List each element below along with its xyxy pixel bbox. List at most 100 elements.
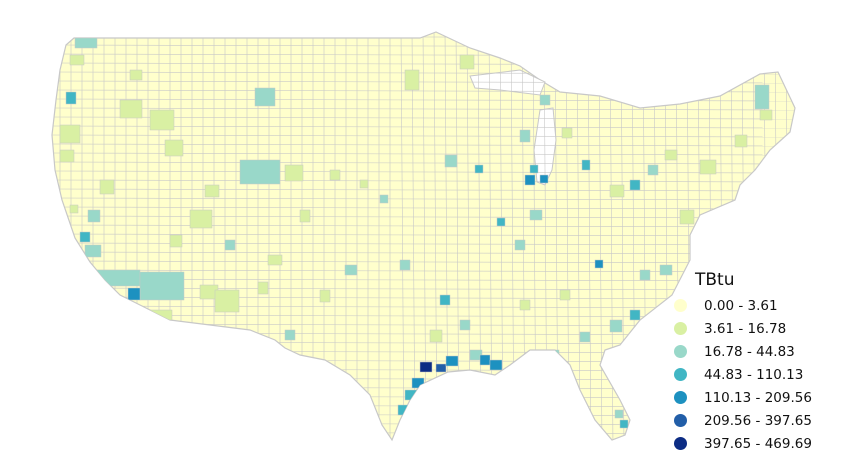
legend-item: 0.00 - 3.61 [674,294,844,317]
county-region [435,363,447,373]
legend-swatch [674,345,687,358]
county-region [404,389,418,401]
county-region [284,164,304,182]
county-region [699,159,717,175]
county-border-line [52,260,795,264]
county-region [59,149,75,163]
legend-item: 16.78 - 44.83 [674,340,844,363]
legend-item: 397.65 - 469.69 [674,432,844,455]
county-region [397,404,409,416]
county-border-line [52,197,795,201]
county-border-line [52,107,795,111]
county-border-line [52,161,795,165]
county-region [579,331,591,343]
county-border-line [52,251,795,255]
county-region [629,179,641,191]
us-mainland [51,31,796,442]
county-region [204,184,220,198]
county-region [524,174,536,186]
county-region [529,209,543,221]
county-region [734,134,748,148]
legend-swatch [674,299,687,312]
county-region [445,355,459,367]
county-border-line [52,233,795,237]
county-border-line [52,125,795,129]
county-region [214,289,240,313]
legend-swatch [674,391,687,404]
legend-swatch [674,414,687,427]
county-region [149,309,173,321]
county-region [99,179,115,195]
legend-label: 397.65 - 469.69 [704,435,812,452]
county-region [459,319,471,331]
county-region [169,234,183,248]
legend-label: 3.61 - 16.78 [704,320,787,337]
county-region [404,69,420,91]
county-highlights [59,37,773,429]
legend-item: 3.61 - 16.78 [674,317,844,340]
county-region [759,109,773,121]
county-region [65,91,77,105]
county-border-line [52,188,795,192]
county-border-line [52,269,795,273]
county-region [257,281,269,295]
county-region [149,109,175,131]
county-region [139,271,185,301]
county-region [519,129,531,143]
county-region [519,299,531,311]
county-region [164,139,184,157]
county-region [224,239,236,251]
legend-label: 16.78 - 44.83 [704,343,795,360]
county-region [319,289,331,303]
county-region [439,294,451,306]
legend-label: 110.13 - 209.56 [704,389,812,406]
county-region [489,359,503,371]
legend-label: 44.83 - 110.13 [704,366,804,383]
county-region [609,184,625,198]
county-region [544,349,560,361]
county-region [267,254,283,266]
legend-swatch [674,322,687,335]
county-region [189,209,213,229]
county-region [581,159,591,171]
county-region [619,419,629,429]
county-region [329,169,341,181]
county-border-line [52,116,795,120]
county-region [504,367,516,377]
county-border-line [52,179,795,183]
county-border-line [52,224,795,228]
legend-swatch [674,437,687,450]
county-region [129,69,143,81]
county-region [284,329,296,341]
county-region [411,377,425,389]
legend-label: 0.00 - 3.61 [704,297,778,314]
county-region [679,209,695,225]
county-region [74,37,98,49]
county-region [529,164,539,174]
legend-item: 209.56 - 397.65 [674,409,844,432]
legend-label: 209.56 - 397.65 [704,412,812,429]
county-border-line [52,170,795,174]
county-region [496,217,506,227]
county-region [254,87,276,107]
county-region [429,329,443,343]
county-region [69,54,85,66]
county-region [459,54,475,70]
county-region [84,244,102,258]
county-region [444,154,458,168]
county-region [239,159,281,185]
county-region [127,287,141,301]
legend-title: TBtu [695,270,735,290]
legend-item: 110.13 - 209.56 [674,386,844,409]
county-border-line [52,215,795,219]
county-region [479,354,491,366]
county-region [119,99,143,119]
legend: TBtu 0.00 - 3.61 3.61 - 16.78 16.78 - 44.8… [674,270,844,455]
county-region [647,164,659,176]
county-region [87,209,101,223]
county-region [474,164,484,174]
legend-swatch [674,368,687,381]
county-region [514,239,526,251]
county-border-line [576,32,581,440]
